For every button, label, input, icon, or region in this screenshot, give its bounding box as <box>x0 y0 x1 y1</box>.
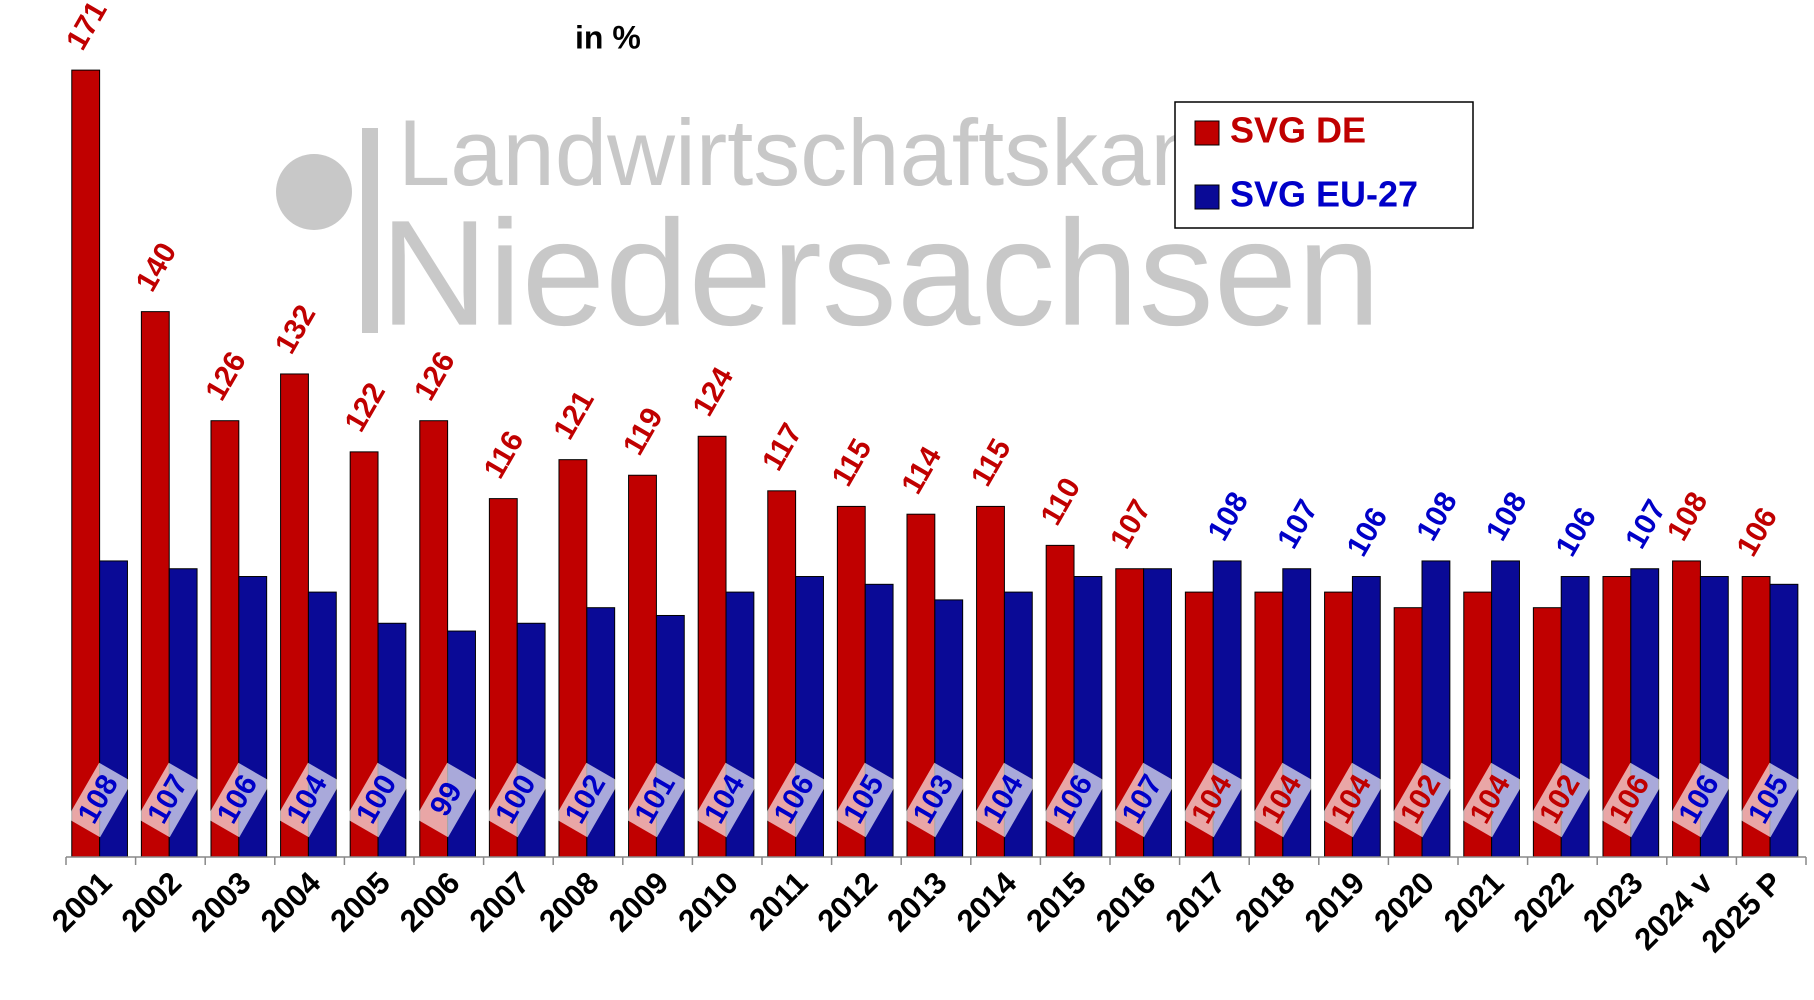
bar <box>140 311 170 858</box>
logo-dot <box>276 154 352 230</box>
x-tick-label: 2017 <box>1159 865 1233 939</box>
value-label-box <box>554 762 620 838</box>
value-label-box <box>1180 762 1246 838</box>
bar <box>447 630 476 858</box>
x-tick-label: 2004 <box>254 864 328 938</box>
value-label-box <box>1737 762 1803 838</box>
legend-swatch <box>1194 120 1220 146</box>
value-label: 119 <box>617 402 670 460</box>
value-label-box <box>1111 762 1177 838</box>
value-label-box <box>1319 762 1385 838</box>
x-tick-label: 2008 <box>532 865 606 939</box>
value-label: 140 <box>130 237 184 297</box>
value-label: 108 <box>1480 487 1534 547</box>
value-label: 107 <box>1104 494 1158 554</box>
x-tick-label: 2006 <box>393 865 467 939</box>
value-label-box <box>136 762 202 838</box>
value-label-box <box>484 762 550 838</box>
value-label-box <box>1667 762 1733 838</box>
value-label-box <box>1459 762 1525 838</box>
legend-swatch <box>1194 184 1220 210</box>
value-label-box <box>971 762 1037 838</box>
x-tick-label: 2016 <box>1089 865 1163 939</box>
value-label-box <box>1598 762 1664 838</box>
value-label: 110 <box>1034 472 1087 530</box>
value-label: 106 <box>1549 502 1603 562</box>
x-tick-label: 2001 <box>45 865 119 939</box>
x-tick-label: 2005 <box>323 865 397 939</box>
value-label: 126 <box>199 346 253 406</box>
x-tick-label: 2020 <box>1367 865 1441 939</box>
bar <box>71 69 101 858</box>
value-label: 124 <box>686 362 740 422</box>
x-tick-label: 2010 <box>671 865 745 939</box>
value-label-box <box>415 762 481 838</box>
value-label: 122 <box>338 377 392 437</box>
legend: SVG DE SVG EU-27 <box>1174 101 1474 229</box>
logo-bar <box>362 128 378 333</box>
value-label-box <box>832 762 898 838</box>
x-tick-label: 2003 <box>184 865 258 939</box>
legend-box <box>1174 101 1474 229</box>
plot: 1711082001140107200212610620031321042004… <box>45 0 1807 959</box>
value-label-box <box>902 762 968 838</box>
x-tick-label: 2011 <box>742 865 814 937</box>
x-tick-label: 2021 <box>1437 865 1511 939</box>
value-label: 116 <box>478 426 531 484</box>
value-label-box <box>763 762 829 838</box>
value-label-box <box>1041 762 1107 838</box>
x-tick-label: 2022 <box>1507 865 1581 939</box>
value-label: 107 <box>1271 494 1325 554</box>
value-label-box <box>623 762 689 838</box>
x-tick-label: 2012 <box>811 865 885 939</box>
value-label: 132 <box>269 300 323 360</box>
x-tick-label: 2002 <box>115 865 189 939</box>
value-label: 171 <box>60 0 114 56</box>
value-label: 106 <box>1341 502 1395 562</box>
value-label-box <box>275 762 341 838</box>
value-label-box <box>1528 762 1594 838</box>
legend-label: SVG EU-27 <box>1230 174 1418 215</box>
x-tick-label: 2013 <box>880 865 954 939</box>
value-label-box <box>1389 762 1455 838</box>
x-tick-label: 2015 <box>1019 865 1093 939</box>
value-label-box <box>345 762 411 838</box>
legend-label: SVG DE <box>1230 110 1366 151</box>
x-tick-label: 2025 P <box>1695 865 1789 959</box>
x-tick-label: 2014 <box>950 864 1024 938</box>
value-label: 121 <box>547 385 601 445</box>
chart-title: in % <box>575 19 641 55</box>
x-tick-label: 2009 <box>602 865 676 939</box>
value-label: 108 <box>1410 487 1464 547</box>
value-label: 106 <box>1730 502 1784 562</box>
x-tick-label: 2007 <box>463 865 537 939</box>
x-tick-label: 2018 <box>1228 865 1302 939</box>
value-label: 108 <box>1661 487 1715 547</box>
value-label: 115 <box>965 433 1018 491</box>
value-label-box <box>693 762 759 838</box>
value-label-box <box>67 762 133 838</box>
value-label: 108 <box>1201 487 1255 547</box>
value-label: 115 <box>826 433 879 491</box>
value-label-box <box>206 762 272 838</box>
x-tick-label: 2019 <box>1298 865 1372 939</box>
value-label: 117 <box>756 418 809 476</box>
value-label: 114 <box>895 441 948 500</box>
value-label-box <box>1250 762 1316 838</box>
